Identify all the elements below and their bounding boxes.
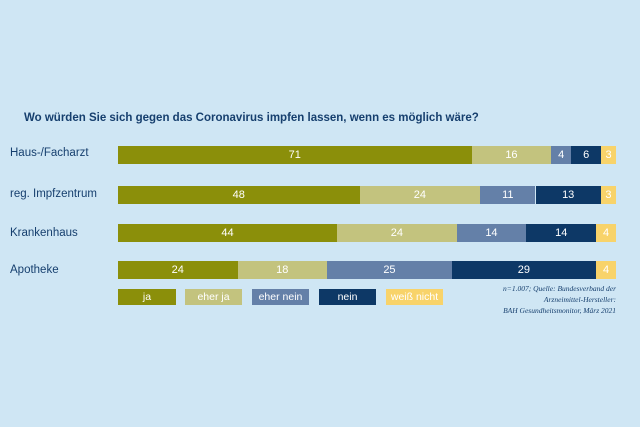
bar-impfzentrum-eher-ja: 24: [359, 186, 481, 204]
bar-krankenhaus-weiss-nicht: 4: [596, 224, 616, 242]
legend-weiss-nicht: weiß nicht: [386, 289, 443, 305]
bar-impfzentrum-nein: 13: [535, 186, 601, 204]
bar-haus-facharzt-nein: 6: [571, 146, 602, 164]
source-line-2: Arzneimittel-Hersteller:: [543, 295, 616, 304]
row-label-krankenhaus: Krankenhaus: [10, 227, 78, 239]
bar-haus-facharzt-eher-nein: 4: [551, 146, 572, 164]
row-label-apotheke: Apotheke: [10, 264, 59, 276]
source-line-3: BAH Gesundheitsmonitor, März 2021: [503, 306, 616, 315]
bar-krankenhaus-eher-ja: 24: [337, 224, 457, 242]
bar-krankenhaus-nein: 14: [526, 224, 597, 242]
bar-impfzentrum-ja: 48: [118, 186, 360, 204]
bar-haus-facharzt-ja: 71: [118, 146, 472, 164]
bar-impfzentrum-eher-nein: 11: [480, 186, 536, 204]
legend-eher-nein: eher nein: [252, 289, 309, 305]
bar-apotheke-eher-ja: 18: [237, 261, 328, 279]
chart-title: Wo würden Sie sich gegen das Coronavirus…: [24, 112, 479, 124]
source-line-1: n=1.007; Quelle: Bundesverband der: [503, 284, 616, 293]
row-label-impfzentrum: reg. Impfzentrum: [10, 188, 97, 200]
bar-apotheke-ja: 24: [118, 261, 238, 279]
bar-haus-facharzt-eher-ja: 16: [471, 146, 552, 164]
bar-haus-facharzt-weiss-nicht: 3: [601, 146, 616, 164]
legend-ja: ja: [118, 289, 176, 305]
bar-apotheke-nein: 29: [451, 261, 597, 279]
row-label-haus-facharzt: Haus-/Facharzt: [10, 147, 89, 159]
bar-apotheke-eher-nein: 25: [327, 261, 452, 279]
bar-impfzentrum-weiss-nicht: 3: [600, 186, 616, 204]
bar-apotheke-weiss-nicht: 4: [596, 261, 616, 279]
legend-eher-ja: eher ja: [185, 289, 242, 305]
bar-krankenhaus-ja: 44: [118, 224, 338, 242]
source-note: n=1.007; Quelle: Bundesverband der Arzne…: [456, 283, 616, 316]
bar-krankenhaus-eher-nein: 14: [456, 224, 527, 242]
legend-nein: nein: [319, 289, 376, 305]
